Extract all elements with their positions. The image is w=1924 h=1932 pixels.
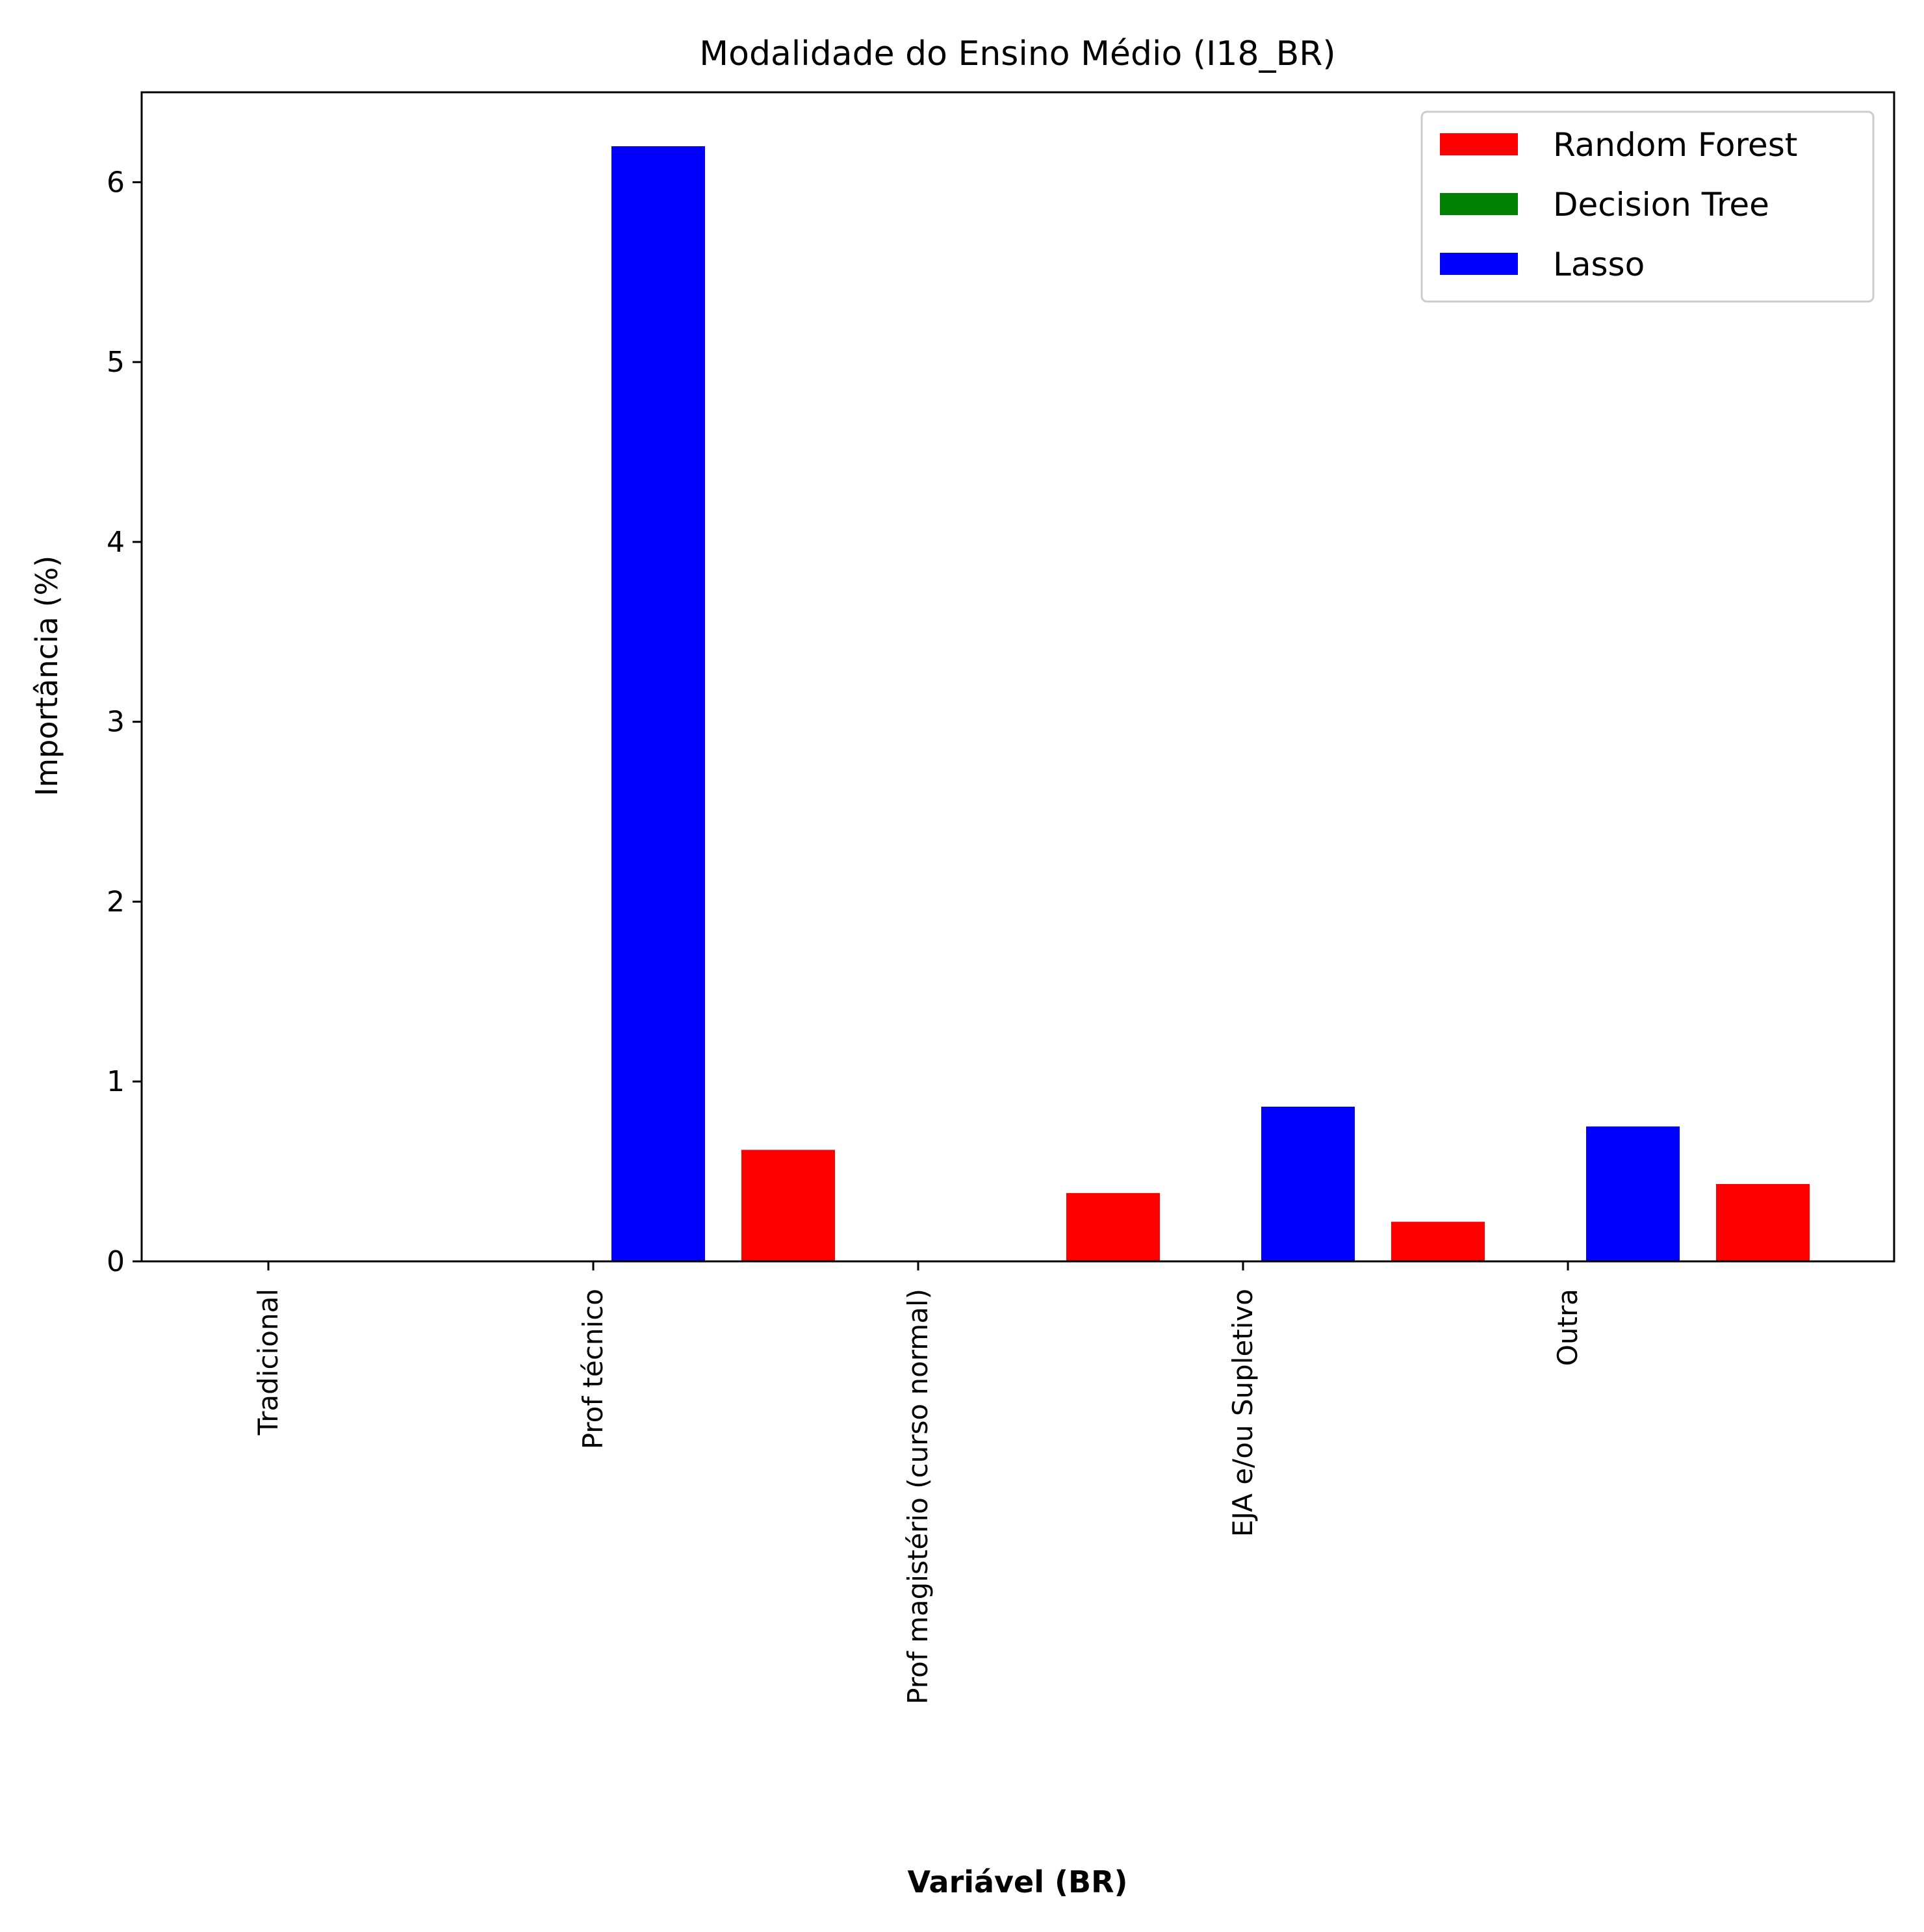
x-tick-label: Prof técnico <box>577 1289 609 1449</box>
bars-group <box>611 146 1810 1261</box>
legend-swatch <box>1440 193 1518 215</box>
x-tick-label: Prof magistério (curso normal) <box>902 1289 934 1705</box>
y-tick-label: 1 <box>107 1065 125 1098</box>
y-tick-label: 0 <box>107 1245 125 1278</box>
x-tick-label: Outra <box>1552 1289 1584 1366</box>
x-axis: Tradicional Prof técnico Prof magistério (… <box>252 1261 1584 1705</box>
bar-lasso-1 <box>611 146 705 1261</box>
legend-swatch <box>1440 133 1518 155</box>
bar-random-forest-1 <box>741 1150 835 1261</box>
legend-frame <box>1420 110 1875 303</box>
legend-label: Lasso <box>1553 246 1645 283</box>
y-tick-label: 2 <box>107 885 125 918</box>
bar-lasso-4 <box>1586 1126 1680 1261</box>
x-tick-label: EJA e/ou Supletivo <box>1227 1289 1259 1537</box>
legend-label: Random Forest <box>1553 126 1797 164</box>
y-tick-label: 3 <box>107 706 125 739</box>
y-axis: 0 1 2 3 4 5 6 <box>107 166 142 1278</box>
bar-random-forest-2 <box>1066 1192 1160 1261</box>
legend-swatch <box>1440 253 1518 275</box>
bar-random-forest-3 <box>1391 1222 1485 1261</box>
bar-random-forest-4 <box>1716 1183 1810 1261</box>
x-tick-label: Tradicional <box>252 1289 284 1436</box>
y-tick-label: 6 <box>107 166 125 199</box>
bar-lasso-3 <box>1261 1106 1355 1261</box>
x-axis-label: Variável (BR) <box>907 1864 1127 1900</box>
legend-items: Random Forest Decision Tree Lasso <box>1440 126 1797 283</box>
legend: Random Forest Decision Tree Lasso <box>1420 110 1875 303</box>
chart-title: Modalidade do Ensino Médio (I18_BR) <box>699 34 1335 73</box>
y-tick-label: 4 <box>107 526 125 559</box>
plot-frame <box>140 91 1895 1263</box>
legend-label: Decision Tree <box>1553 186 1769 224</box>
y-tick-label: 5 <box>107 346 125 379</box>
y-axis-label: Importância (%) <box>29 556 64 797</box>
